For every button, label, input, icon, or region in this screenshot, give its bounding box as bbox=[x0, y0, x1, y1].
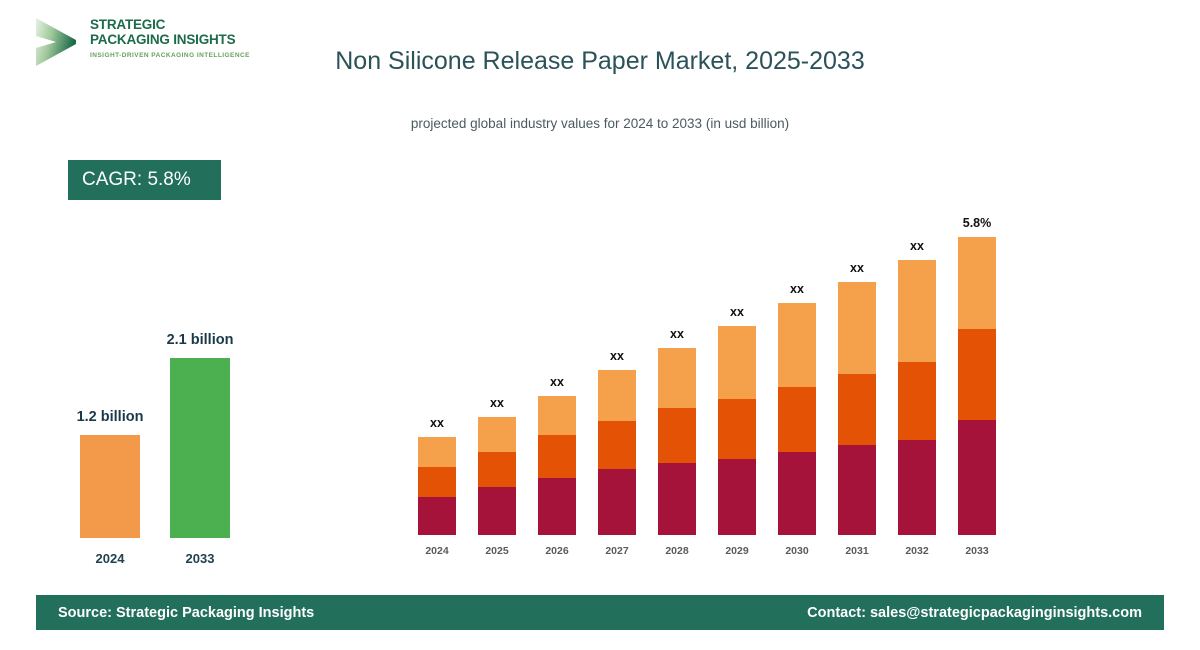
mini-bar-category-label: 2024 bbox=[95, 551, 125, 566]
stacked-bar-group: xx 2031 bbox=[838, 261, 876, 557]
stacked-bar-segment-segment-1 bbox=[538, 478, 576, 535]
stacked-bar-value-label: xx bbox=[850, 261, 864, 275]
stacked-bar bbox=[478, 417, 516, 535]
stacked-bar-segment-segment-3 bbox=[418, 437, 456, 467]
stacked-bar-segment-segment-3 bbox=[958, 237, 996, 330]
stacked-bar-segment-segment-3 bbox=[898, 260, 936, 363]
stacked-bar-segment-segment-2 bbox=[418, 467, 456, 497]
stacked-bar-group: xx 2024 bbox=[418, 416, 456, 557]
stacked-bar-group: xx 2027 bbox=[598, 349, 636, 557]
stacked-bar-segment-segment-2 bbox=[778, 387, 816, 452]
stacked-bar-category-label: 2025 bbox=[485, 545, 509, 557]
mini-bar-group: 1.2 billion 2024 bbox=[77, 409, 144, 566]
stacked-bar bbox=[958, 237, 996, 535]
stacked-bar-segment-segment-1 bbox=[958, 419, 996, 535]
stacked-bar-group: xx 2029 bbox=[718, 305, 756, 557]
stacked-bar bbox=[718, 326, 756, 535]
stacked-bar bbox=[598, 370, 636, 535]
stacked-bar-segment-segment-1 bbox=[718, 458, 756, 535]
mini-bar bbox=[80, 435, 140, 538]
mini-bar bbox=[170, 358, 230, 538]
stacked-bar-value-label: xx bbox=[730, 305, 744, 319]
stacked-bar-value-label: xx bbox=[430, 416, 444, 430]
endpoint-comparison-chart: 1.2 billion 2024 2.1 billion 2033 bbox=[50, 300, 280, 570]
stacked-bar-group: xx 2025 bbox=[478, 396, 516, 557]
stacked-bar-segment-segment-2 bbox=[958, 329, 996, 420]
stacked-bar-segment-segment-1 bbox=[778, 451, 816, 535]
stacked-bar-value-label: xx bbox=[910, 239, 924, 253]
stacked-bar bbox=[658, 348, 696, 536]
stacked-bar-value-label: xx bbox=[490, 396, 504, 410]
footer-bar: Source: Strategic Packaging Insights Con… bbox=[36, 595, 1164, 630]
stacked-bar-category-label: 2027 bbox=[605, 545, 629, 557]
cagr-badge: CAGR: 5.8% bbox=[68, 160, 221, 200]
stacked-bar-segment-segment-2 bbox=[718, 399, 756, 459]
projected-market-forecast-chart: xx 2024 xx 2025 xx 2026 xx 2027 xx 2028 xx 2029 xx 20… bbox=[400, 195, 1020, 560]
page-subtitle: projected global industry values for 202… bbox=[410, 116, 790, 131]
stacked-bar bbox=[418, 437, 456, 535]
logo-tagline: INSIGHT-DRIVEN PACKAGING INTELLIGENCE bbox=[90, 52, 250, 59]
stacked-bar-segment-segment-3 bbox=[778, 303, 816, 388]
stacked-bar-segment-segment-2 bbox=[898, 362, 936, 440]
page-title: Non Silicone Release Paper Market, 2025-… bbox=[335, 47, 865, 75]
stacked-bar bbox=[898, 260, 936, 535]
mini-bar-group: 2.1 billion 2033 bbox=[167, 332, 234, 566]
stacked-bar-segment-segment-1 bbox=[658, 462, 696, 536]
stacked-bar bbox=[778, 303, 816, 535]
stacked-bar-group: xx 2030 bbox=[778, 282, 816, 557]
stacked-bar-category-label: 2026 bbox=[545, 545, 569, 557]
stacked-bar-segment-segment-2 bbox=[838, 374, 876, 445]
stacked-bar-category-label: 2033 bbox=[965, 545, 989, 557]
stacked-bar-segment-segment-3 bbox=[478, 417, 516, 452]
stacked-bar-value-label: 5.8% bbox=[962, 216, 992, 230]
stacked-bar-segment-segment-1 bbox=[898, 439, 936, 535]
stacked-bar-group: 5.8% 2033 bbox=[958, 216, 996, 557]
footer-source-text: Source: Strategic Packaging Insights bbox=[58, 604, 315, 621]
stacked-bar-segment-segment-2 bbox=[658, 408, 696, 463]
logo-line-2: PACKAGING INSIGHTS bbox=[90, 31, 236, 47]
logo-wordmark: STRATEGIC PACKAGING INSIGHTS INSIGHT-DRI… bbox=[90, 17, 260, 59]
stacked-bar-segment-segment-1 bbox=[418, 497, 456, 535]
stacked-bar bbox=[538, 396, 576, 535]
chevron-right-icon bbox=[32, 16, 80, 68]
stacked-bar-segment-segment-2 bbox=[538, 435, 576, 478]
stacked-bar-value-label: xx bbox=[670, 327, 684, 341]
stacked-bar-segment-segment-3 bbox=[658, 348, 696, 409]
stacked-bar-category-label: 2024 bbox=[425, 545, 449, 557]
stacked-bar-segment-segment-3 bbox=[538, 396, 576, 435]
stacked-bar-value-label: xx bbox=[790, 282, 804, 296]
stacked-bar-segment-segment-3 bbox=[718, 326, 756, 400]
stacked-bar-segment-segment-2 bbox=[478, 452, 516, 487]
stacked-bar-segment-segment-3 bbox=[598, 370, 636, 422]
stacked-bar-value-label: xx bbox=[610, 349, 624, 363]
stacked-bar-segment-segment-1 bbox=[838, 444, 876, 535]
footer-contact-text: Contact: sales@strategicpackaginginsight… bbox=[807, 604, 1142, 621]
cagr-badge-label: CAGR: 5.8% bbox=[82, 169, 191, 190]
stacked-bar-category-label: 2030 bbox=[785, 545, 809, 557]
stacked-bar-group: xx 2026 bbox=[538, 375, 576, 557]
company-logo: STRATEGIC PACKAGING INSIGHTS INSIGHT-DRI… bbox=[32, 14, 252, 76]
stacked-bar-value-label: xx bbox=[550, 375, 564, 389]
stacked-bar-category-label: 2031 bbox=[845, 545, 869, 557]
stacked-bar-category-label: 2029 bbox=[725, 545, 749, 557]
stacked-bar-segment-segment-1 bbox=[478, 487, 516, 535]
stacked-bar-segment-segment-2 bbox=[598, 421, 636, 469]
logo-line-1: STRATEGIC bbox=[90, 17, 166, 32]
mini-bar-value-label: 1.2 billion bbox=[76, 409, 144, 425]
stacked-bar-group: xx 2032 bbox=[898, 239, 936, 557]
stacked-bar-segment-segment-1 bbox=[598, 468, 636, 535]
stacked-bar-group: xx 2028 bbox=[658, 327, 696, 557]
stacked-bar-category-label: 2032 bbox=[905, 545, 929, 557]
stacked-bar-category-label: 2028 bbox=[665, 545, 689, 557]
stacked-bar-segment-segment-3 bbox=[838, 282, 876, 375]
stacked-bar bbox=[838, 282, 876, 535]
mini-bar-value-label: 2.1 billion bbox=[166, 332, 234, 348]
mini-bar-category-label: 2033 bbox=[185, 551, 215, 566]
